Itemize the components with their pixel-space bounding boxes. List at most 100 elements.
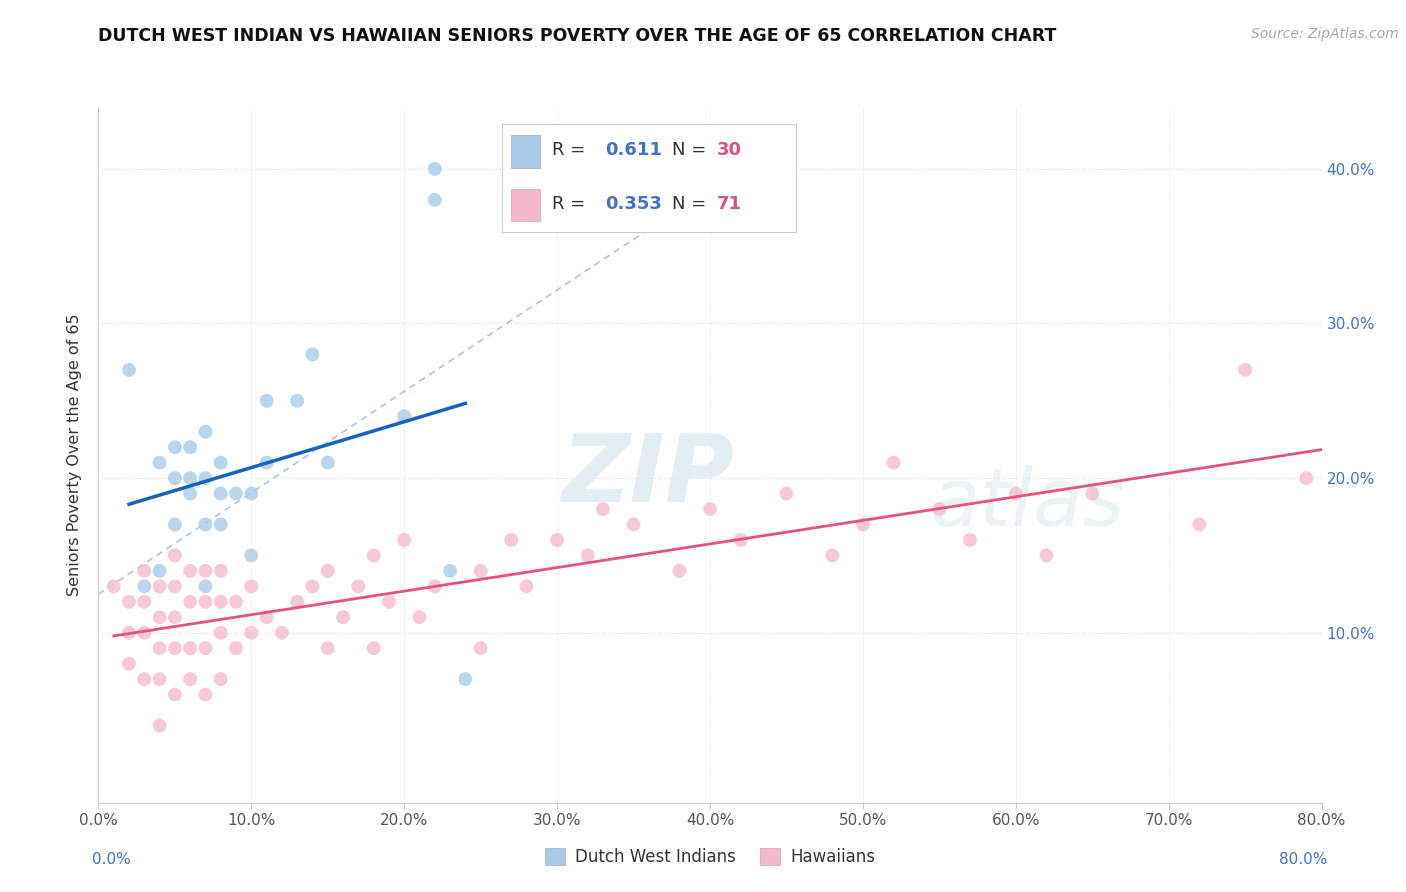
Point — [1035, 549, 1057, 563]
Point — [378, 595, 401, 609]
Point — [1004, 486, 1026, 500]
Text: R =: R = — [553, 141, 585, 160]
Point — [209, 672, 232, 686]
Text: 0.353: 0.353 — [605, 195, 662, 213]
Point — [470, 564, 492, 578]
Point — [179, 641, 201, 656]
Point — [163, 549, 186, 563]
Point — [928, 502, 950, 516]
Point — [134, 564, 156, 578]
Text: DUTCH WEST INDIAN VS HAWAIIAN SENIORS POVERTY OVER THE AGE OF 65 CORRELATION CHA: DUTCH WEST INDIAN VS HAWAIIAN SENIORS PO… — [98, 27, 1057, 45]
Point — [1188, 517, 1211, 532]
Point — [134, 579, 156, 593]
Point — [821, 549, 844, 563]
Point — [194, 517, 217, 532]
Point — [118, 363, 141, 377]
Point — [240, 579, 263, 593]
Point — [592, 502, 614, 516]
Point — [256, 610, 278, 624]
Point — [439, 564, 461, 578]
Point — [301, 347, 323, 361]
Point — [423, 193, 446, 207]
Point — [179, 595, 201, 609]
Point — [852, 517, 875, 532]
Point — [149, 718, 172, 732]
Point — [163, 579, 186, 593]
Point — [623, 517, 645, 532]
Bar — [510, 136, 540, 168]
Point — [163, 517, 186, 532]
Text: atlas: atlas — [931, 465, 1125, 542]
Point — [668, 564, 690, 578]
Point — [256, 456, 278, 470]
Text: 30: 30 — [717, 141, 741, 160]
Point — [179, 486, 201, 500]
Point — [699, 502, 721, 516]
Point — [454, 672, 477, 686]
Point — [256, 393, 278, 408]
Point — [392, 409, 416, 424]
Point — [209, 625, 232, 640]
Point — [1234, 363, 1257, 377]
Text: R =: R = — [553, 195, 585, 213]
Text: 71: 71 — [717, 195, 741, 213]
Point — [363, 641, 385, 656]
Point — [392, 533, 416, 547]
Point — [423, 579, 446, 593]
Point — [730, 533, 752, 547]
Point — [883, 456, 905, 470]
Point — [194, 425, 217, 439]
Bar — [510, 189, 540, 221]
Point — [546, 533, 568, 547]
Point — [118, 657, 141, 671]
Point — [149, 610, 172, 624]
Point — [316, 564, 339, 578]
Point — [179, 440, 201, 454]
Point — [134, 625, 156, 640]
Point — [209, 595, 232, 609]
Point — [209, 517, 232, 532]
Text: 80.0%: 80.0% — [1279, 852, 1327, 866]
Point — [240, 549, 263, 563]
Point — [270, 625, 292, 640]
Point — [149, 579, 172, 593]
Point — [316, 456, 339, 470]
Point — [332, 610, 354, 624]
Point — [163, 641, 186, 656]
Point — [240, 486, 263, 500]
Point — [576, 549, 599, 563]
Point — [194, 595, 217, 609]
Point — [470, 641, 492, 656]
Point — [134, 672, 156, 686]
Point — [347, 579, 370, 593]
Point — [209, 456, 232, 470]
Point — [149, 641, 172, 656]
Text: ZIP: ZIP — [561, 430, 734, 522]
Text: 0.0%: 0.0% — [93, 852, 131, 866]
Y-axis label: Seniors Poverty Over the Age of 65: Seniors Poverty Over the Age of 65 — [67, 314, 83, 596]
Point — [209, 564, 232, 578]
Point — [194, 579, 217, 593]
Point — [285, 595, 308, 609]
Point — [194, 688, 217, 702]
Point — [163, 688, 186, 702]
Text: N =: N = — [672, 195, 707, 213]
Point — [149, 672, 172, 686]
Text: N =: N = — [672, 141, 707, 160]
Point — [149, 456, 172, 470]
Point — [103, 579, 125, 593]
Point — [179, 471, 201, 485]
Point — [194, 471, 217, 485]
Point — [163, 610, 186, 624]
Point — [1081, 486, 1104, 500]
Point — [285, 393, 308, 408]
Point — [363, 549, 385, 563]
Point — [163, 440, 186, 454]
Point — [516, 579, 538, 593]
Point — [301, 579, 323, 593]
Point — [118, 625, 141, 640]
Legend: Dutch West Indians, Hawaiians: Dutch West Indians, Hawaiians — [536, 839, 884, 874]
Point — [163, 471, 186, 485]
Point — [316, 641, 339, 656]
Point — [225, 486, 247, 500]
